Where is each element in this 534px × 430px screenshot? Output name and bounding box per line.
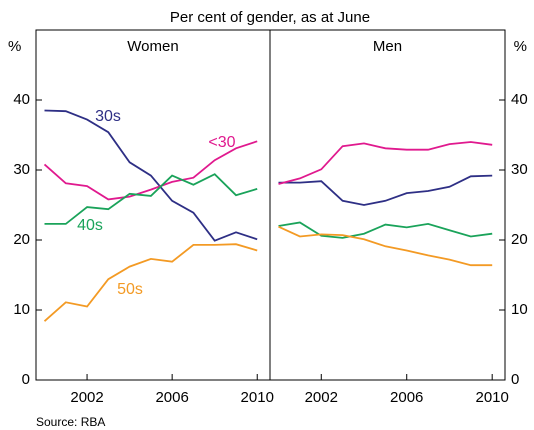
panel-title: Men	[373, 38, 402, 55]
x-tick-label: 2010	[241, 389, 274, 406]
y-tick-label: 30	[511, 161, 528, 178]
y-tick-label: 20	[13, 231, 30, 248]
y-tick-label: 20	[511, 231, 528, 248]
line-series	[44, 173, 258, 225]
panel-title: Women	[127, 38, 178, 55]
x-tick-label: 2006	[390, 389, 423, 406]
line-series	[278, 221, 493, 239]
series-label: 50s	[117, 281, 143, 298]
line-series	[278, 225, 493, 267]
source-note: Source: RBA	[36, 415, 105, 429]
y-tick-label: 0	[511, 371, 519, 388]
series-label: 40s	[77, 217, 103, 234]
y-tick-label: 0	[22, 371, 30, 388]
series-label: <30	[208, 134, 235, 151]
y-tick-label: 10	[13, 301, 30, 318]
series-label: 30s	[95, 108, 121, 125]
y-tick-label: 40	[511, 91, 528, 108]
line-series	[44, 109, 258, 242]
line-series	[278, 141, 493, 185]
x-tick-label: 2010	[475, 389, 508, 406]
y-axis-label: %	[8, 38, 21, 55]
chart-subtitle: Per cent of gender, as at June	[170, 9, 370, 26]
y-tick-label: 30	[13, 161, 30, 178]
x-tick-label: 2006	[155, 389, 188, 406]
line-series	[43, 243, 258, 322]
y-tick-label: 40	[13, 91, 30, 108]
x-tick-label: 2002	[70, 389, 103, 406]
line-series	[43, 140, 258, 201]
y-tick-label: 10	[511, 301, 528, 318]
x-tick-label: 2002	[305, 389, 338, 406]
y-axis-label: %	[514, 38, 527, 55]
line-series	[278, 174, 493, 206]
